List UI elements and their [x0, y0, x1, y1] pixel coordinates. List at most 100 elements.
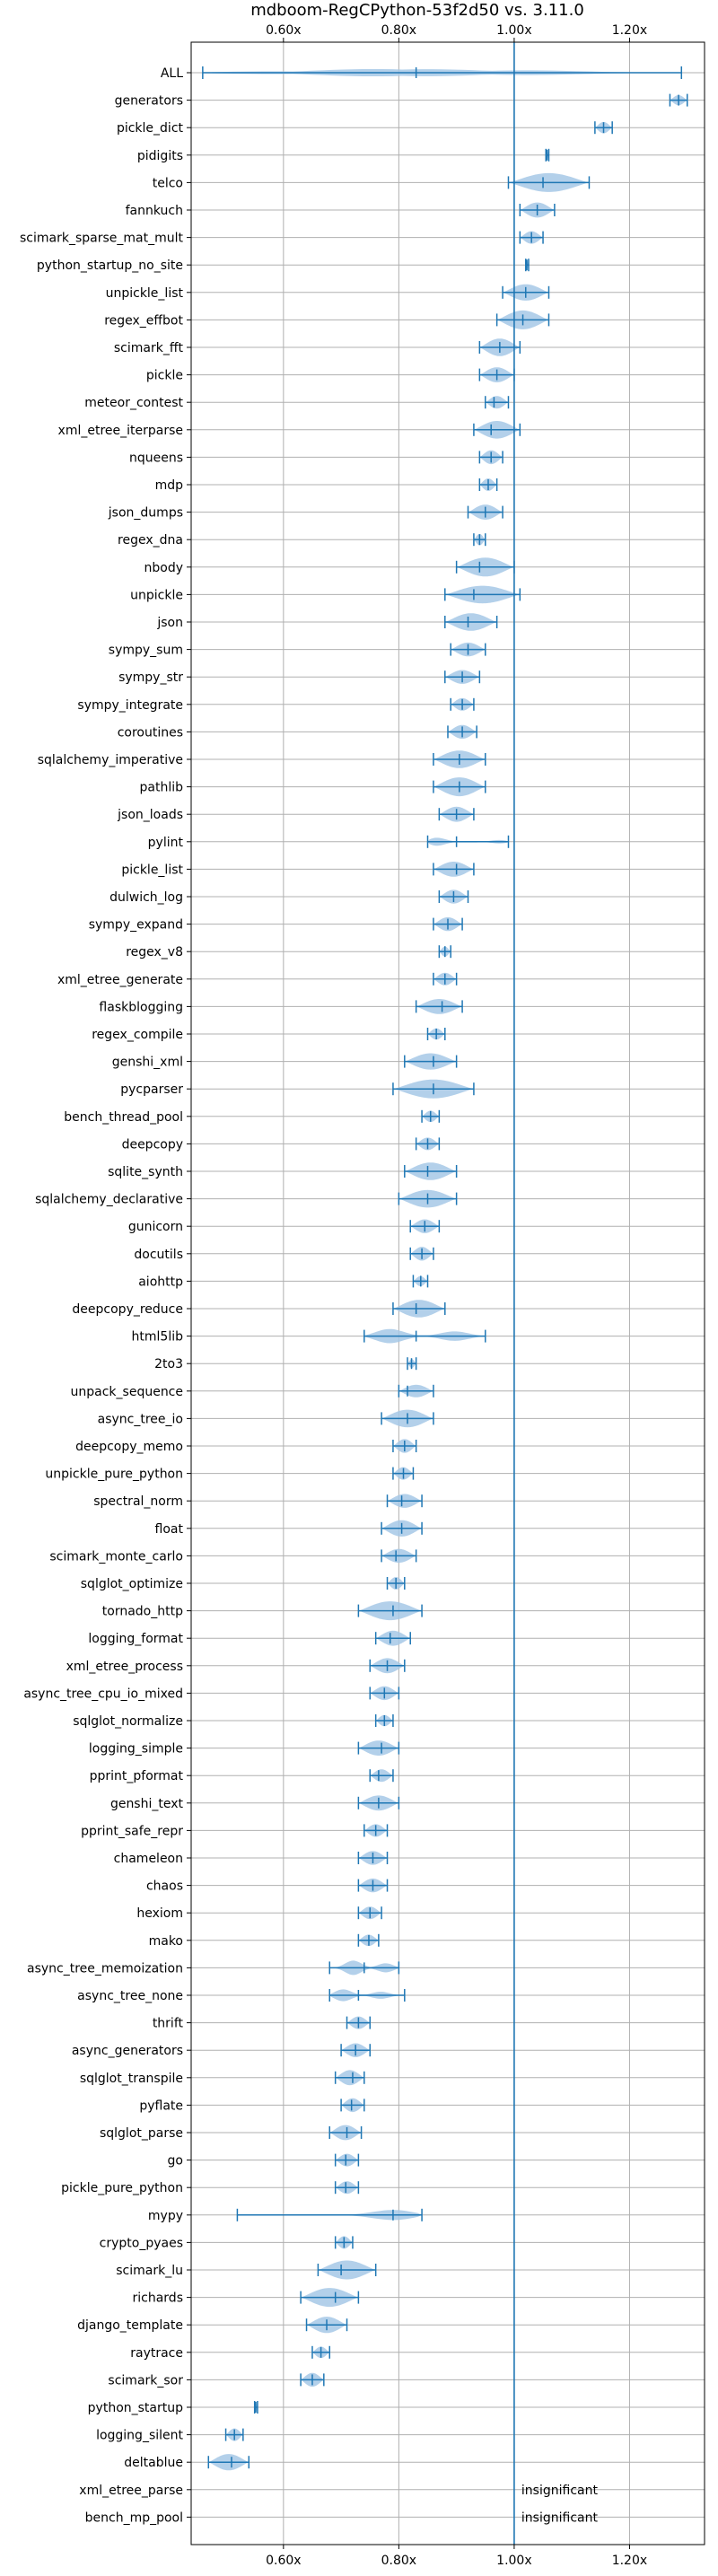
category-label: regex_v8 [126, 945, 183, 959]
category-label: raytrace [130, 2346, 183, 2361]
category-label: docutils [134, 1248, 183, 1262]
category-label: xml_etree_iterparse [58, 424, 183, 438]
category-label: richards [133, 2291, 184, 2306]
category-label: sqlalchemy_imperative [38, 753, 183, 767]
x-tick-label-top: 0.60x [266, 23, 301, 38]
category-label: ALL [161, 66, 183, 81]
category-label: logging_silent [96, 2429, 183, 2443]
category-label: pidigits [137, 149, 183, 163]
category-label: mypy [148, 2209, 183, 2223]
category-label: coroutines [118, 725, 183, 740]
category-label: spectral_norm [93, 1494, 183, 1509]
category-label: pyflate [139, 2098, 183, 2113]
category-label: async_tree_io [98, 1412, 183, 1426]
category-label: xml_etree_parse [79, 2484, 183, 2498]
category-label: xml_etree_process [66, 1660, 183, 1674]
category-label: pickle_dict [117, 121, 184, 136]
category-label: sympy_str [118, 670, 183, 685]
category-label: flaskblogging [99, 1000, 183, 1014]
category-label: genshi_text [110, 1797, 184, 1811]
plot-frame [190, 41, 705, 2545]
category-label: async_tree_none [77, 1989, 183, 2003]
category-label: async_tree_cpu_io_mixed [23, 1687, 183, 1701]
category-label: genshi_xml [112, 1056, 183, 1070]
category-label: async_generators [72, 2044, 183, 2058]
category-label: sqlglot_transpile [80, 2072, 183, 2086]
category-label: pathlib [140, 781, 184, 795]
category-label: nqueens [129, 451, 183, 465]
category-label: generators [115, 94, 183, 109]
category-label: regex_compile [92, 1028, 183, 1042]
category-label: scimark_sparse_mat_mult [20, 232, 183, 246]
category-label: regex_effbot [104, 313, 183, 328]
category-label: mako [149, 1934, 183, 1949]
category-label: deepcopy [122, 1137, 183, 1152]
category-label: regex_dna [118, 533, 183, 548]
category-label: thrift [153, 2017, 184, 2031]
x-tick-label-bottom: 1.20x [612, 2554, 647, 2568]
category-label: crypto_pyaes [100, 2236, 183, 2250]
category-label: bench_mp_pool [85, 2510, 183, 2525]
category-label: json_dumps [108, 506, 183, 521]
category-label: python_startup [88, 2401, 183, 2415]
category-label: pycparser [120, 1082, 183, 1097]
category-label: django_template [77, 2318, 183, 2333]
category-label: mdp [155, 478, 184, 493]
x-tick-label-bottom: 1.00x [496, 2554, 531, 2568]
category-label: sqlalchemy_declarative [35, 1193, 183, 1207]
category-label: unpack_sequence [71, 1385, 183, 1399]
category-label: go [168, 2154, 183, 2169]
x-tick-label-top: 1.20x [612, 23, 647, 38]
category-label: unpickle_pure_python [45, 1468, 183, 1482]
category-label: python_startup_no_site [37, 258, 183, 273]
category-label: json [156, 616, 183, 630]
category-label: pprint_pformat [90, 1769, 184, 1783]
category-label: dulwich_log [109, 890, 183, 905]
category-label: sympy_sum [109, 644, 183, 658]
category-label: pickle [146, 369, 183, 383]
category-label: meteor_contest [84, 396, 183, 410]
category-label: chameleon [114, 1852, 183, 1866]
x-tick-label-top: 1.00x [496, 23, 531, 38]
category-label: async_tree_memoization [27, 1961, 183, 1976]
category-label: sympy_expand [89, 918, 183, 933]
category-label: html5lib [132, 1330, 184, 1345]
category-label: 2to3 [154, 1357, 183, 1371]
category-label: scimark_sor [108, 2373, 183, 2388]
category-label: aiohttp [138, 1275, 183, 1289]
category-label: xml_etree_generate [57, 973, 183, 987]
category-label: logging_format [88, 1632, 183, 1646]
category-label: fannkuch [126, 204, 183, 218]
category-label: sqlite_synth [108, 1165, 183, 1179]
category-label: float [155, 1522, 184, 1537]
category-label: chaos [146, 1879, 183, 1894]
category-label: bench_thread_pool [64, 1110, 183, 1125]
category-label: gunicorn [128, 1220, 183, 1234]
category-label: unpickle_list [106, 286, 184, 301]
category-label: scimark_monte_carlo [49, 1549, 183, 1564]
grid-layer [191, 42, 705, 2545]
category-label: deepcopy_reduce [72, 1302, 183, 1317]
category-label: tornado_http [102, 1605, 183, 1619]
category-label: logging_simple [89, 1742, 183, 1757]
category-label: telco [153, 176, 183, 190]
category-label: pickle_pure_python [61, 2181, 183, 2195]
category-label: nbody [144, 561, 184, 575]
violin-layer [202, 42, 688, 2545]
category-label: scimark_lu [116, 2264, 183, 2278]
label-layer: ALL generators pickle_dict pidigits telco fan… [20, 66, 598, 2525]
category-label: sqlglot_parse [100, 2126, 183, 2141]
category-label: deepcopy_memo [75, 1440, 183, 1454]
category-label: unpickle [130, 588, 183, 602]
insignificant-note: insignificant [521, 2510, 599, 2525]
category-label: pylint [148, 836, 184, 850]
category-label: pprint_safe_repr [81, 1824, 183, 1838]
category-label: sqlglot_normalize [73, 1714, 183, 1729]
chart-title: mdboom-RegCPython-53f2d50 vs. 3.11.0 [250, 1, 584, 20]
tick-layer: 0.60x 0.60x 0.80x 0.80x 1.00x 1.00x 1.20x 1.20x [187, 23, 647, 2568]
x-tick-label-top: 0.80x [381, 23, 416, 38]
x-tick-label-bottom: 0.80x [381, 2554, 416, 2568]
category-label: json_loads [117, 808, 183, 822]
category-label: hexiom [136, 1906, 183, 1921]
